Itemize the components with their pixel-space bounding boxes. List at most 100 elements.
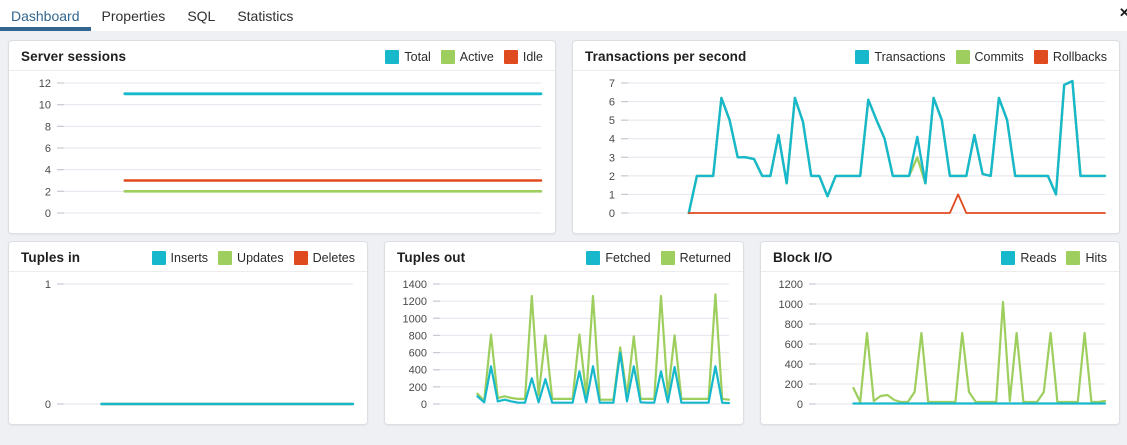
svg-text:0: 0 (45, 399, 51, 411)
svg-text:7: 7 (609, 78, 615, 90)
legend-label: Rollbacks (1052, 49, 1107, 64)
inserts-swatch-icon (151, 250, 166, 265)
legend-label: Transactions (874, 49, 946, 64)
svg-text:400: 400 (409, 365, 427, 377)
legend-item-returned: Returned (660, 250, 731, 265)
panel-block-io-header: Block I/O Reads Hits (761, 242, 1119, 272)
svg-text:800: 800 (785, 319, 803, 331)
transactions-chart-area: 0 1 2 3 4 5 6 7 (573, 71, 1119, 233)
legend-item-commits: Commits (955, 49, 1024, 64)
svg-text:5: 5 (609, 115, 615, 127)
legend-item-total: Total (385, 49, 431, 64)
legend-label: Active (459, 49, 494, 64)
idle-swatch-icon (503, 49, 518, 64)
tuples-out-chart: 0 200 400 600 800 1000 1200 1400 (403, 279, 731, 411)
svg-text:1400: 1400 (403, 279, 427, 291)
rollbacks-swatch-icon (1033, 49, 1048, 64)
close-icon[interactable]: ✕ (1119, 5, 1127, 20)
legend-item-deletes: Deletes (293, 250, 355, 265)
active-swatch-icon (440, 49, 455, 64)
svg-text:10: 10 (39, 100, 51, 112)
legend-item-rollbacks: Rollbacks (1033, 49, 1107, 64)
block-io-chart-area: 0 200 400 600 800 1000 1200 (761, 272, 1119, 424)
svg-text:8: 8 (45, 121, 51, 133)
legend-item-active: Active (440, 49, 494, 64)
tuples-in-chart: 01 (45, 279, 355, 411)
block-io-legend: Reads Hits (1001, 250, 1107, 265)
tab-bar: Dashboard Properties SQL Statistics ✕ (0, 0, 1127, 31)
svg-text:3: 3 (609, 152, 615, 164)
tab-sql-label: SQL (187, 7, 216, 24)
returned-swatch-icon (660, 250, 675, 265)
panel-tuples-out: Tuples out Fetched Returned 0 200 400 600 80… (384, 241, 744, 425)
panel-title: Server sessions (21, 49, 127, 64)
panel-tuples-in-header: Tuples in Inserts Updates Deletes (9, 242, 367, 272)
fetched-swatch-icon (586, 250, 601, 265)
server-sessions-chart: 0 2 4 6 8 10 12 (39, 78, 543, 220)
server-sessions-legend: Total Active Idle (385, 49, 543, 64)
panel-server-sessions-header: Server sessions Total Active Idle (9, 41, 555, 71)
updates-swatch-icon (218, 250, 233, 265)
total-swatch-icon (385, 49, 400, 64)
svg-text:0: 0 (45, 208, 51, 220)
legend-label: Returned (679, 250, 731, 265)
panel-block-io: Block I/O Reads Hits 0 200 400 600 800 1000 12… (760, 241, 1120, 425)
legend-item-reads: Reads (1001, 250, 1057, 265)
legend-label: Hits (1085, 250, 1107, 265)
tuples-out-chart-area: 0 200 400 600 800 1000 1200 1400 (385, 272, 743, 424)
legend-label: Updates (237, 250, 284, 265)
panel-server-sessions: Server sessions Total Active Idle 0 2 4 6 8 1… (8, 40, 556, 234)
svg-text:1000: 1000 (779, 299, 803, 311)
legend-label: Idle (522, 49, 543, 64)
svg-text:4: 4 (45, 165, 51, 177)
tuples-in-legend: Inserts Updates Deletes (151, 250, 355, 265)
svg-text:1000: 1000 (403, 313, 427, 325)
legend-item-transactions: Transactions (855, 49, 946, 64)
top-row: Server sessions Total Active Idle 0 2 4 6 8 1… (8, 40, 1120, 234)
legend-label: Inserts (170, 250, 209, 265)
svg-text:1200: 1200 (779, 279, 803, 291)
legend-item-updates: Updates (218, 250, 284, 265)
panel-title: Tuples in (21, 250, 81, 265)
svg-text:2: 2 (45, 186, 51, 198)
legend-label: Deletes (312, 250, 355, 265)
tab-properties[interactable]: Properties (91, 0, 177, 31)
svg-text:200: 200 (409, 382, 427, 394)
panel-transactions-header: Transactions per second Transactions Com… (573, 41, 1119, 71)
legend-label: Total (404, 49, 431, 64)
legend-label: Reads (1020, 250, 1057, 265)
tab-dashboard[interactable]: Dashboard (0, 0, 91, 31)
legend-item-fetched: Fetched (586, 250, 651, 265)
tab-sql[interactable]: SQL (176, 0, 226, 31)
svg-text:2: 2 (609, 171, 615, 183)
svg-text:0: 0 (797, 399, 803, 411)
dashboard-content: Server sessions Total Active Idle 0 2 4 6 8 1… (0, 31, 1127, 425)
svg-text:400: 400 (785, 359, 803, 371)
svg-text:6: 6 (45, 143, 51, 155)
block-io-chart: 0 200 400 600 800 1000 1200 (779, 279, 1107, 411)
commits-swatch-icon (955, 49, 970, 64)
deletes-swatch-icon (293, 250, 308, 265)
transactions-swatch-icon (855, 49, 870, 64)
svg-text:1200: 1200 (403, 296, 427, 308)
legend-item-inserts: Inserts (151, 250, 209, 265)
legend-item-idle: Idle (503, 49, 543, 64)
svg-text:1: 1 (45, 279, 51, 291)
panel-title: Block I/O (773, 250, 833, 265)
tab-properties-label: Properties (101, 7, 166, 24)
svg-text:1: 1 (609, 189, 615, 201)
svg-text:12: 12 (39, 78, 51, 90)
server-sessions-chart-area: 0 2 4 6 8 10 12 (9, 71, 555, 233)
svg-text:600: 600 (409, 348, 427, 360)
svg-text:0: 0 (609, 208, 615, 220)
legend-item-hits: Hits (1066, 250, 1107, 265)
svg-text:800: 800 (409, 330, 427, 342)
tab-statistics[interactable]: Statistics (226, 0, 304, 31)
panel-tuples-out-header: Tuples out Fetched Returned (385, 242, 743, 272)
svg-text:4: 4 (609, 134, 615, 146)
reads-swatch-icon (1001, 250, 1016, 265)
tuples-out-legend: Fetched Returned (586, 250, 731, 265)
svg-text:6: 6 (609, 97, 615, 109)
